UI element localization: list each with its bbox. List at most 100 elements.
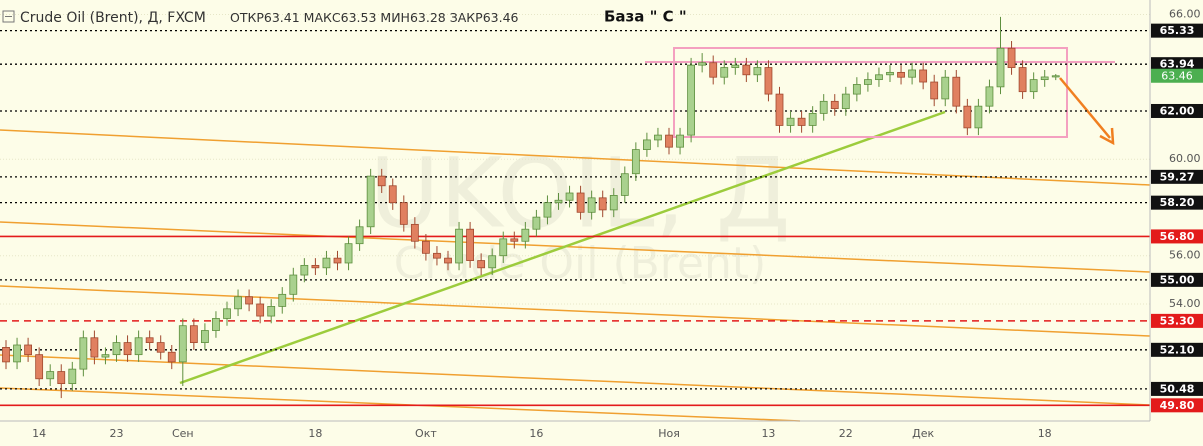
candle-body: [355, 226, 364, 245]
candle-body: [167, 351, 176, 363]
arrow-head: [1099, 127, 1115, 146]
candle-body: [841, 93, 850, 109]
candle-body: [554, 199, 563, 204]
y-tick-label: 60.00: [1169, 152, 1201, 165]
candle-body: [455, 228, 463, 264]
candle-body: [930, 81, 939, 100]
candle-body: [245, 296, 254, 305]
candle-body: [2, 347, 10, 363]
candle-body: [333, 257, 342, 264]
x-tick-label: Дек: [912, 427, 934, 440]
candle-body: [543, 202, 552, 218]
candle-body: [24, 344, 33, 356]
level-label: 63.94: [1160, 58, 1195, 71]
candle-body: [35, 354, 44, 380]
level-label: 56.80: [1160, 230, 1195, 243]
watermark: UKOIL, Д Crude Oil (Brent): [369, 137, 790, 289]
candle-body: [665, 134, 673, 148]
candle-body: [212, 318, 220, 331]
candle-body: [731, 64, 740, 68]
candle-body: [908, 69, 916, 78]
ohlc-label: ОТКР: [230, 10, 264, 25]
candle-body: [410, 223, 419, 242]
level-tag: [1151, 169, 1203, 184]
trend-line: [0, 354, 1151, 406]
level-tag: [1151, 313, 1203, 328]
candles: [2, 16, 1060, 399]
candle-body: [952, 76, 961, 107]
candle-body: [576, 192, 585, 213]
candle-body: [1040, 76, 1049, 81]
candle-body: [112, 342, 121, 356]
levels: [0, 29, 1150, 407]
candle-body: [134, 337, 143, 356]
candle-body: [300, 264, 309, 276]
candle-body: [200, 330, 209, 343]
annotation: База " C ": [604, 8, 687, 26]
candle-body: [775, 93, 784, 126]
candle-body: [886, 71, 894, 76]
range-box: [673, 47, 1068, 138]
level-label: 55.00: [1160, 273, 1195, 286]
candle-body: [145, 337, 154, 343]
candle-body: [709, 62, 718, 78]
candle-body: [1007, 47, 1016, 68]
candle-body: [311, 264, 320, 269]
ohlc-value: 63.28: [410, 10, 446, 25]
candle-body: [189, 325, 198, 343]
candle-body: [742, 64, 751, 76]
candle-body: [267, 306, 276, 317]
candle-body: [499, 238, 508, 257]
level-label: 49.80: [1160, 399, 1195, 412]
candle-body: [399, 202, 408, 225]
y-tick-label: 66.00: [1169, 7, 1201, 20]
support-line: [179, 110, 946, 385]
candle-body: [941, 76, 950, 100]
candle-body: [753, 67, 762, 76]
candle-body: [985, 86, 994, 107]
candle-body: [532, 216, 541, 230]
candle-body: [974, 105, 983, 129]
level-tag: [1151, 195, 1203, 210]
header: Crude Oil (Brent), Д, FXCM ОТКР63.41 МАК…: [2, 8, 687, 26]
collapse-icon[interactable]: [2, 10, 15, 23]
candle-body: [57, 371, 66, 385]
x-tick-label: 13: [761, 427, 775, 440]
candle-body: [1029, 79, 1038, 93]
level-tag: [1151, 229, 1203, 244]
candle-body: [587, 197, 596, 213]
trend-line: [0, 221, 1151, 273]
candle-body: [875, 74, 883, 81]
level-tag: [1151, 103, 1203, 118]
candle-body: [68, 368, 77, 385]
candle-body: [366, 175, 375, 228]
candle-body: [156, 342, 165, 353]
candle-body: [830, 100, 839, 109]
chart-title: Crude Oil (Brent), Д, FXCM: [20, 10, 206, 26]
candle-body: [234, 296, 242, 310]
level-tag: [1151, 342, 1203, 357]
candle-body: [377, 175, 386, 187]
candle-body: [565, 192, 574, 201]
candle-body: [963, 105, 972, 129]
candle-body: [13, 344, 21, 363]
level-tag: [1151, 381, 1203, 396]
level-tag: [1151, 57, 1203, 72]
x-tick-label: Окт: [415, 427, 437, 440]
candle-body: [178, 325, 187, 363]
trend-line: [0, 285, 1151, 337]
forecast-arrow: [1059, 77, 1111, 139]
level-tag: [1151, 398, 1203, 413]
ohlc-label: ЗАКР: [450, 10, 483, 25]
candle-body: [79, 337, 88, 370]
x-tick-label: Ноя: [658, 427, 680, 440]
trend-line: [0, 387, 801, 422]
candle-body: [278, 293, 287, 307]
y-tick-label: 56.00: [1169, 249, 1201, 262]
x-tick-label: 23: [110, 427, 124, 440]
x-tick-label: 22: [839, 427, 853, 440]
candle-body: [510, 238, 519, 242]
candle-body: [687, 64, 695, 136]
